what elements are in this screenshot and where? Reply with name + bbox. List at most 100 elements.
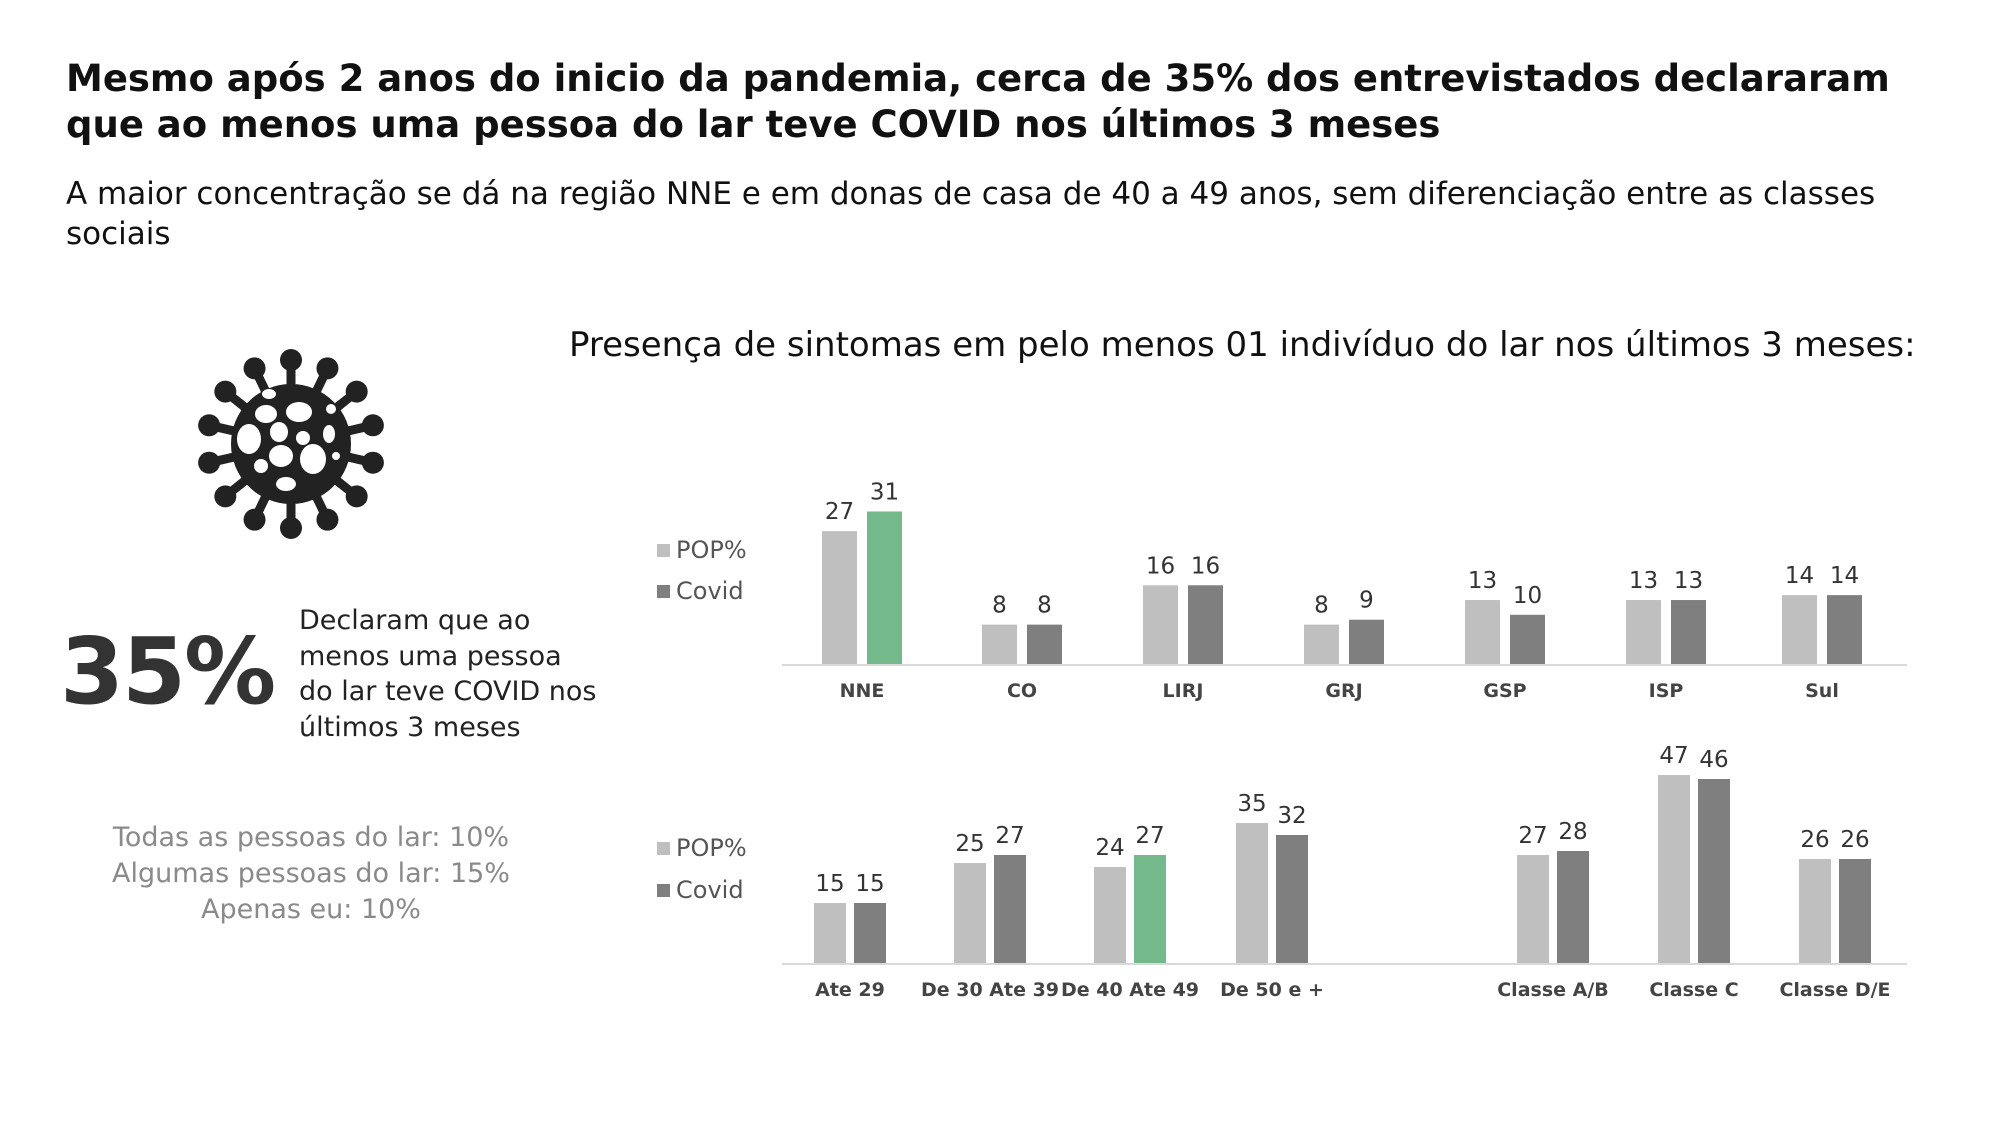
- category-label: Sul: [1805, 680, 1839, 702]
- bar-covid-de-30-ate-39: [994, 855, 1026, 963]
- virus-spike-tip: [316, 357, 339, 380]
- data-label: 15: [815, 871, 844, 897]
- bar-chart-2: POP% Covid 15 15 Ate 29 25 27 De 30 Ate 39 24 27 D…: [657, 743, 1907, 1001]
- virus-spike-tip: [345, 485, 368, 508]
- data-label: 46: [1699, 747, 1728, 773]
- bar-pop-de-50-e-: [1236, 823, 1268, 963]
- bar-covid-de-50-e-: [1276, 835, 1308, 963]
- data-label: 27: [1135, 823, 1164, 849]
- legend-label: Covid: [676, 577, 744, 605]
- virus-spike-tip: [280, 349, 302, 371]
- bar-pop-lirj: [1143, 585, 1178, 664]
- category-label: De 50 e +: [1220, 979, 1324, 1001]
- bar-pop-nne: [822, 531, 857, 664]
- bar-covid-gsp: [1510, 614, 1545, 664]
- virus-spot: [237, 424, 261, 454]
- data-label: 26: [1840, 827, 1869, 853]
- virus-spot: [286, 402, 312, 422]
- data-label: 32: [1277, 803, 1306, 829]
- category-label: ISP: [1649, 680, 1684, 702]
- bar-covid-classe-d-e: [1839, 859, 1871, 963]
- data-label: 13: [1468, 568, 1497, 594]
- data-label: 8: [1037, 593, 1052, 619]
- category-label: De 30 Ate 39: [921, 979, 1059, 1001]
- bar-pop-classe-a-b: [1517, 855, 1549, 963]
- bar-covid-lirj: [1188, 585, 1223, 664]
- virus-spike-tip: [198, 414, 221, 437]
- virus-spike-tip: [361, 451, 384, 474]
- chart-title: Presença de sintomas em pelo menos 01 in…: [569, 325, 1916, 365]
- data-label: 27: [825, 499, 854, 525]
- virus-spike-tip: [243, 357, 266, 380]
- virus-spike-tip: [361, 414, 384, 437]
- bar-covid-ate-29: [854, 903, 886, 963]
- kpi-breakdown: Todas as pessoas do lar: 10% Algumas pes…: [60, 820, 562, 928]
- bar-covid-sul: [1827, 595, 1862, 664]
- bar-pop-classe-d-e: [1799, 859, 1831, 963]
- data-label: 26: [1800, 827, 1829, 853]
- data-label: 27: [1518, 823, 1547, 849]
- category-label: Ate 29: [815, 979, 885, 1001]
- legend-swatch-pop: [657, 544, 670, 557]
- legend-swatch-covid: [657, 585, 670, 598]
- virus-spot: [254, 459, 268, 473]
- virus-spike-tip: [214, 380, 237, 403]
- category-label: De 40 Ate 49: [1061, 979, 1199, 1001]
- bar-covid-co: [1027, 624, 1062, 664]
- category-label: NNE: [840, 680, 885, 702]
- data-label: 16: [1191, 553, 1220, 579]
- bar-pop-de-40-ate-49: [1094, 867, 1126, 963]
- data-label: 28: [1558, 819, 1587, 845]
- category-label: GSP: [1483, 680, 1526, 702]
- data-label: 14: [1830, 563, 1859, 589]
- page-subtitle: A maior concentração se dá na região NNE…: [66, 176, 1876, 252]
- virus-spot: [300, 444, 326, 474]
- kpi-description: Declaram que ao menos uma pessoa do lar …: [299, 605, 597, 743]
- bar-pop-classe-c: [1658, 775, 1690, 963]
- virus-spot: [270, 422, 288, 442]
- virus-spot: [326, 404, 336, 414]
- virus-spot: [323, 425, 335, 443]
- breakdown-some: Algumas pessoas do lar: 15%: [112, 858, 510, 889]
- category-label: Classe A/B: [1497, 979, 1609, 1001]
- virus-spot: [269, 445, 293, 467]
- bar-pop-gsp: [1465, 600, 1500, 664]
- data-label: 8: [1314, 593, 1329, 619]
- virus-spike-tip: [345, 380, 368, 403]
- legend-label: Covid: [676, 876, 744, 904]
- virus-spike-tip: [198, 451, 221, 474]
- virus-spike-tip: [214, 485, 237, 508]
- virus-spot: [332, 452, 340, 460]
- bar-pop-de-30-ate-39: [954, 863, 986, 963]
- breakdown-all: Todas as pessoas do lar: 10%: [112, 822, 510, 853]
- bar-covid-classe-a-b: [1557, 851, 1589, 963]
- legend-swatch-covid: [657, 884, 670, 897]
- virus-spot: [255, 405, 277, 423]
- bar-covid-nne: [867, 511, 902, 664]
- legend-label: POP%: [676, 834, 747, 862]
- data-label: 13: [1629, 568, 1658, 594]
- data-label: 9: [1359, 588, 1374, 614]
- kpi-value: 35%: [60, 618, 276, 725]
- category-label: Classe D/E: [1779, 979, 1890, 1001]
- bar-pop-grj: [1304, 624, 1339, 664]
- bar-pop-sul: [1782, 595, 1817, 664]
- category-label: CO: [1007, 680, 1037, 702]
- bar-covid-grj: [1349, 619, 1384, 664]
- page-title: Mesmo após 2 anos do inicio da pandemia,…: [66, 57, 1890, 146]
- breakdown-self: Apenas eu: 10%: [201, 894, 421, 925]
- category-label: Classe C: [1649, 979, 1738, 1001]
- data-label: 31: [870, 479, 899, 505]
- data-label: 15: [855, 871, 884, 897]
- legend-swatch-pop: [657, 842, 670, 855]
- data-label: 13: [1674, 568, 1703, 594]
- data-label: 24: [1095, 835, 1124, 861]
- data-label: 35: [1237, 791, 1266, 817]
- data-label: 25: [955, 831, 984, 857]
- virus-spike-tip: [316, 508, 339, 531]
- bar-covid-de-40-ate-49: [1134, 855, 1166, 963]
- virus-icon: [198, 349, 384, 539]
- bar-pop-co: [982, 624, 1017, 664]
- virus-spot: [276, 477, 296, 491]
